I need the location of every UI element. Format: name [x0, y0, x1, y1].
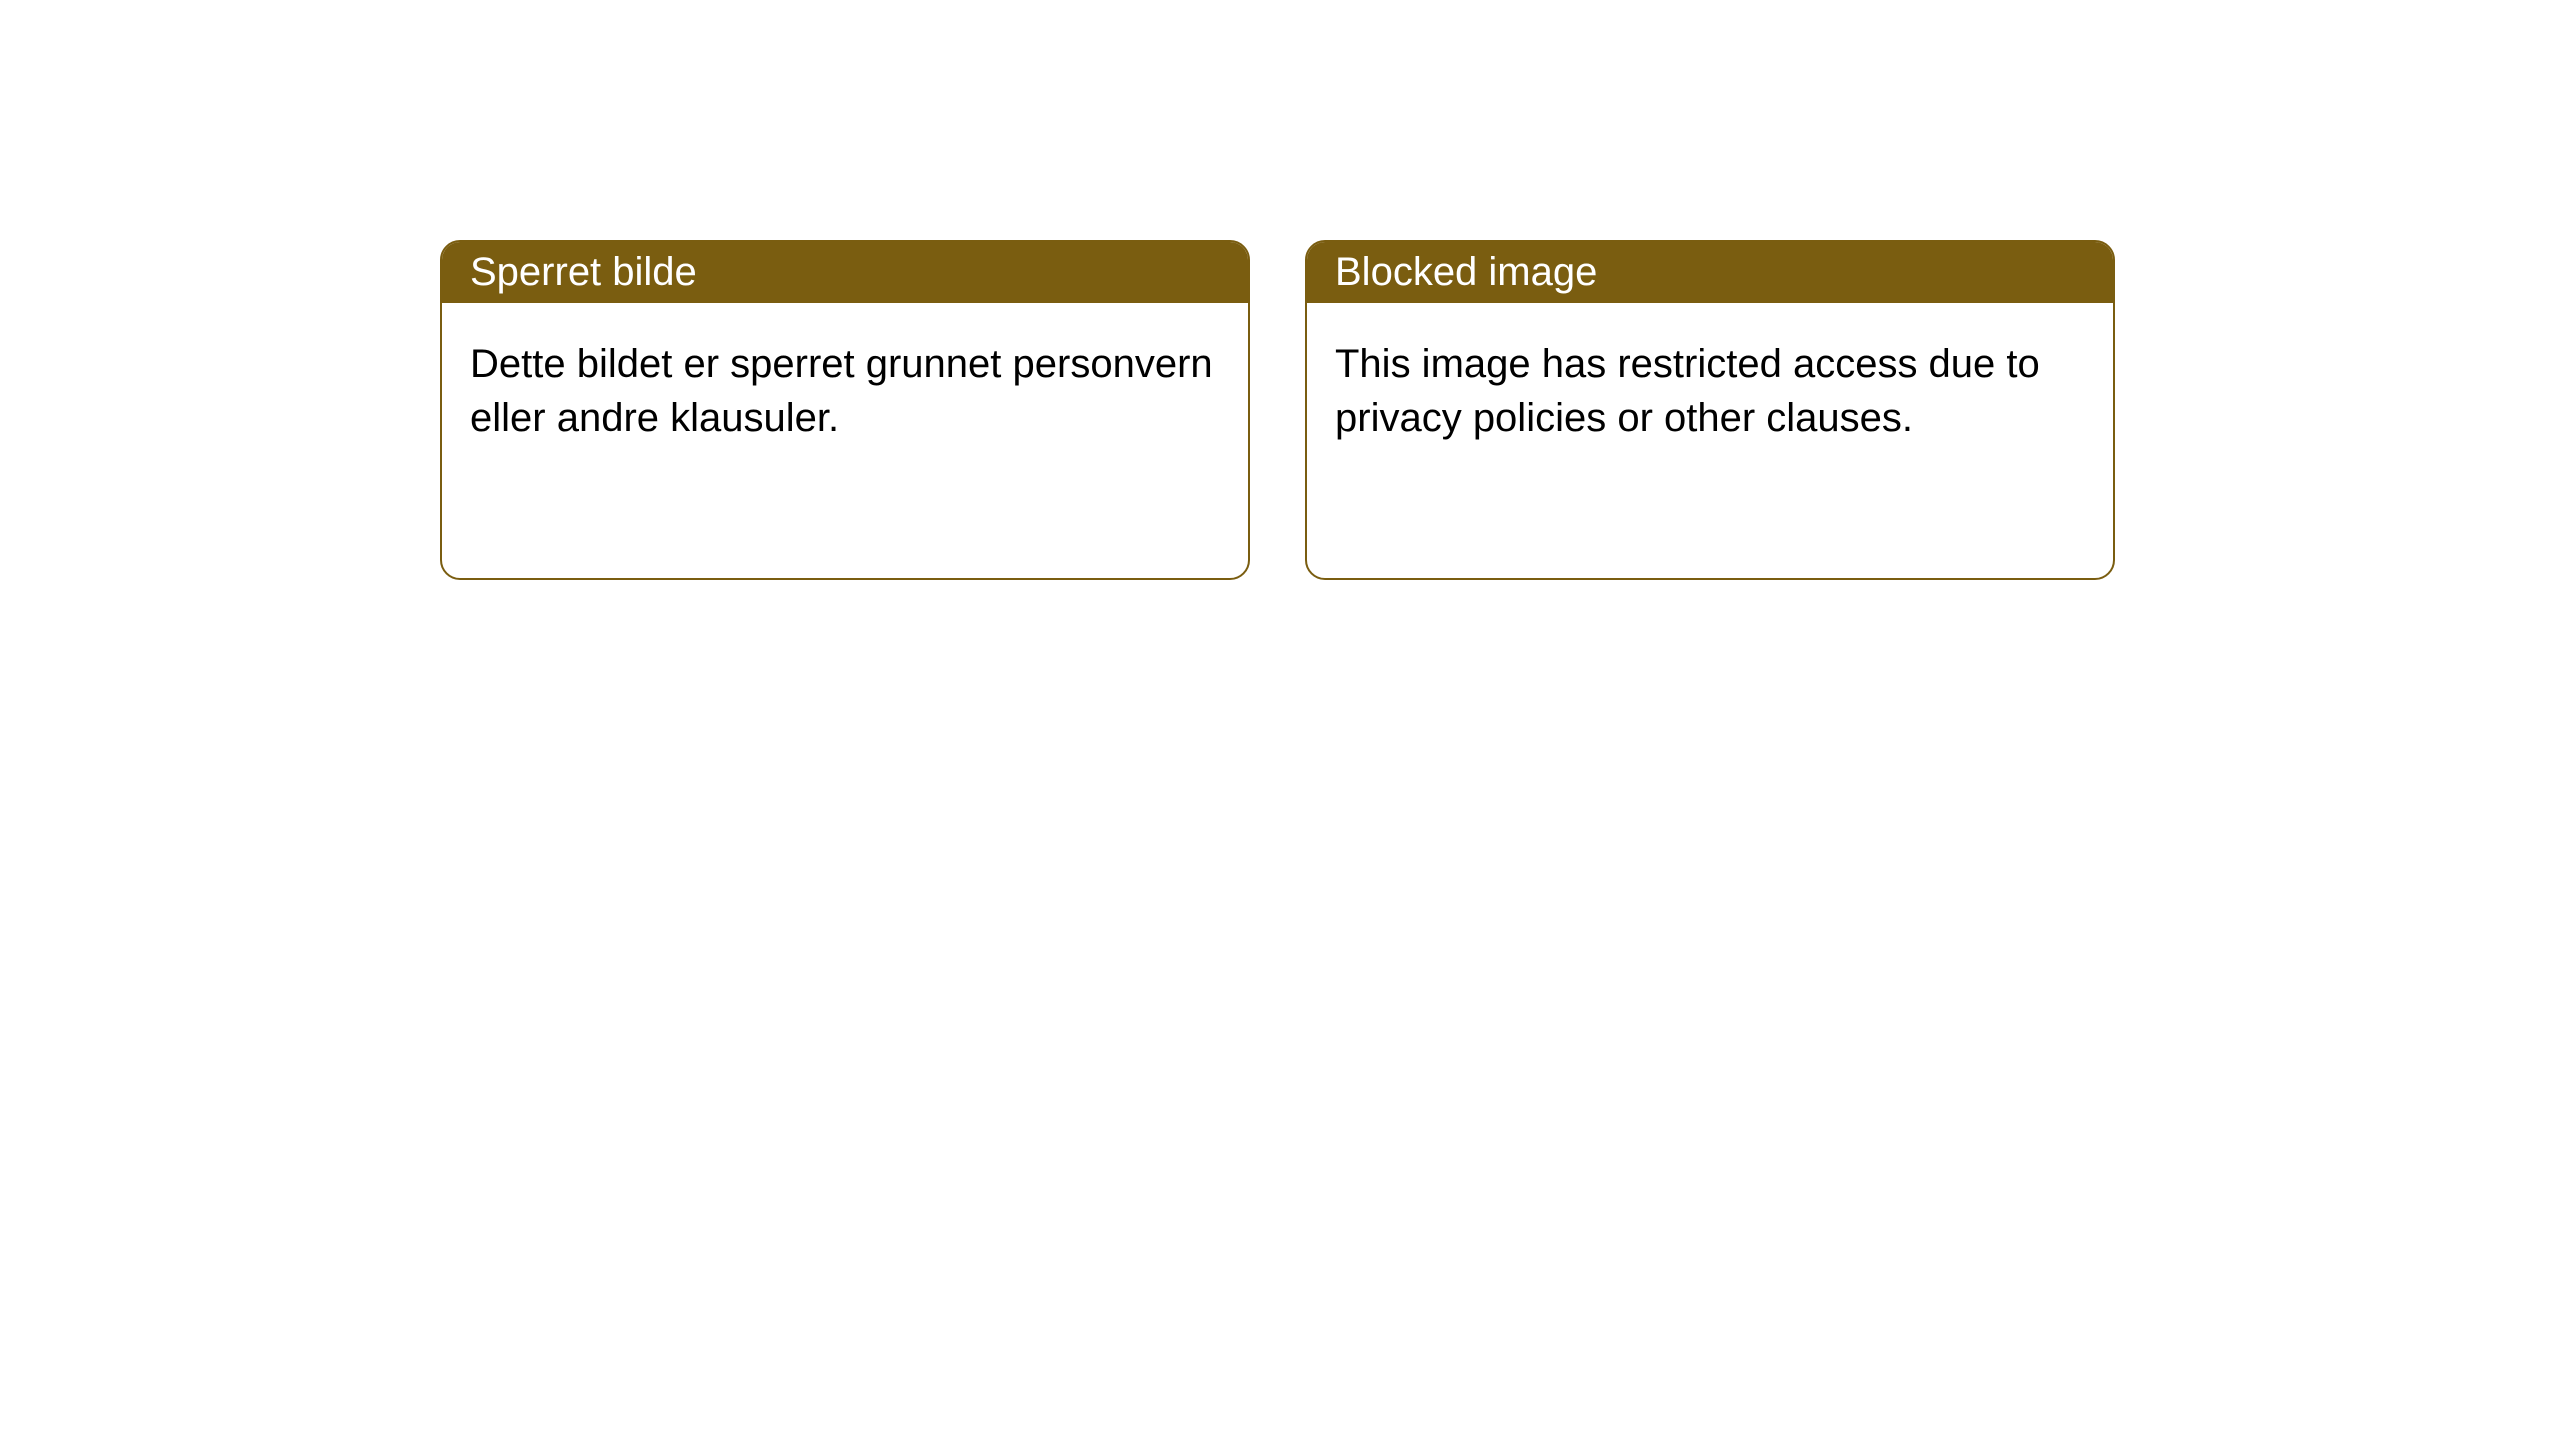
card-body-english: This image has restricted access due to …: [1307, 303, 2113, 479]
card-body-text: Dette bildet er sperret grunnet personve…: [470, 342, 1213, 440]
card-body-text: This image has restricted access due to …: [1335, 342, 2040, 440]
card-header-english: Blocked image: [1307, 242, 2113, 303]
card-header-text: Blocked image: [1335, 250, 1597, 294]
card-header-norwegian: Sperret bilde: [442, 242, 1248, 303]
card-english: Blocked image This image has restricted …: [1305, 240, 2115, 580]
card-norwegian: Sperret bilde Dette bildet er sperret gr…: [440, 240, 1250, 580]
blocked-image-cards: Sperret bilde Dette bildet er sperret gr…: [440, 240, 2115, 580]
card-header-text: Sperret bilde: [470, 250, 697, 294]
card-body-norwegian: Dette bildet er sperret grunnet personve…: [442, 303, 1248, 479]
